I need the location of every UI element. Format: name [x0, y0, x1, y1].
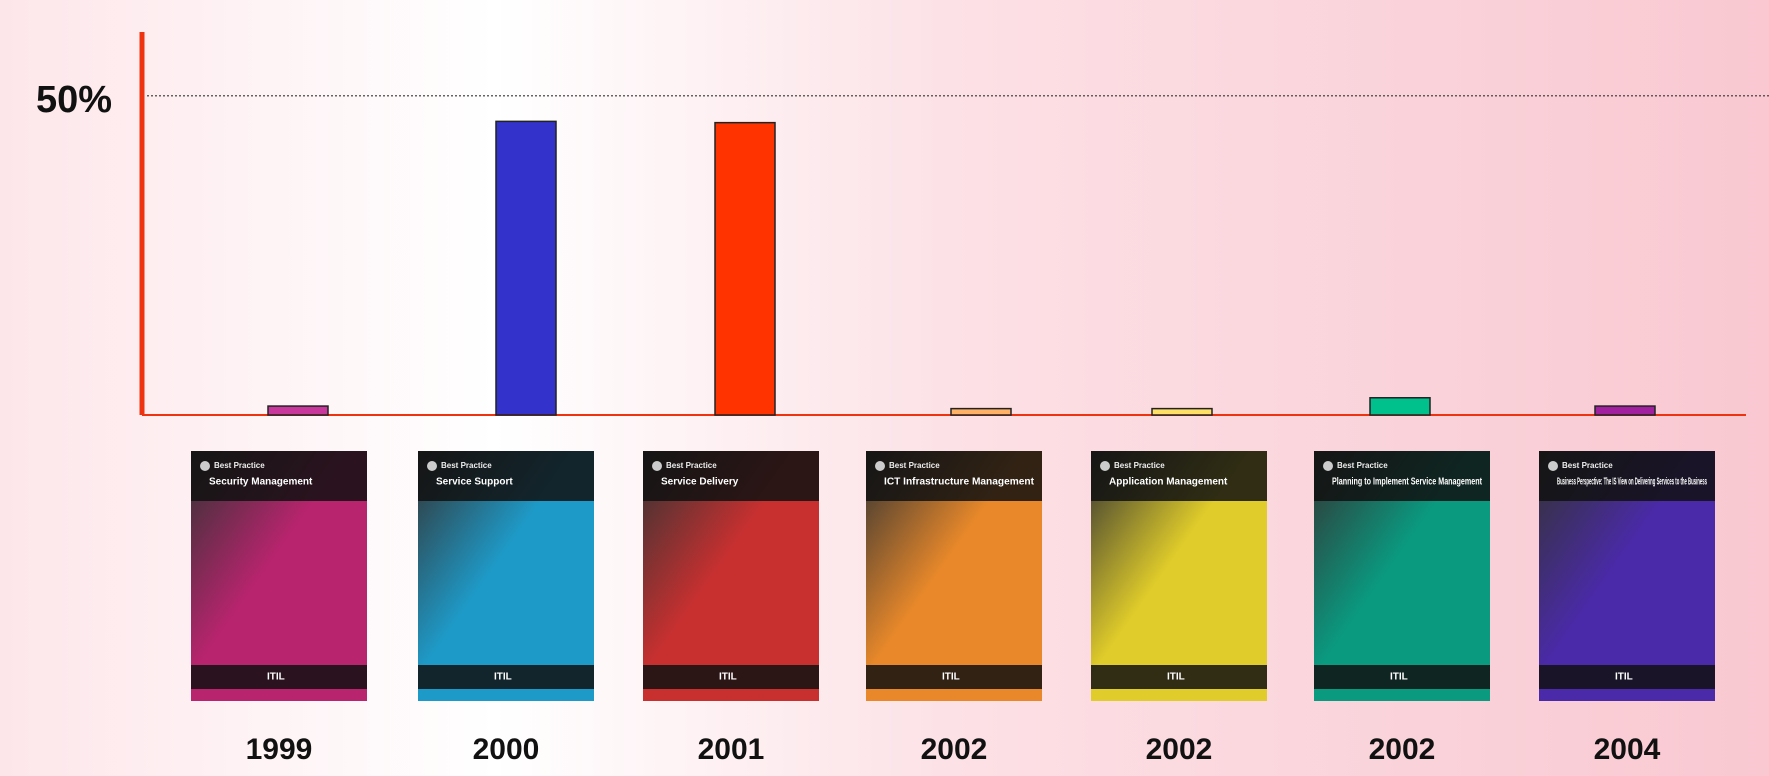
cover-title: Business Perspective: The IS View on Del…	[1557, 477, 1707, 488]
x-tick-label: 2002	[1146, 733, 1213, 766]
bar	[1369, 397, 1431, 416]
cover-logo	[1100, 461, 1110, 471]
cover-brand: Best Practice	[1562, 461, 1613, 470]
cover-footer: ITIL	[942, 672, 960, 683]
bar	[714, 121, 776, 416]
x-tick-label: 2001	[698, 733, 765, 766]
cover-header	[1314, 451, 1490, 501]
x-tick-label: 2000	[473, 733, 540, 766]
cover-title: Application Management	[1109, 477, 1228, 488]
bar	[1151, 407, 1213, 416]
cover-header	[643, 451, 819, 501]
cover-footer-band	[418, 665, 594, 689]
cover-footer-band	[1314, 665, 1490, 689]
x-tick-label: 1999	[246, 733, 313, 766]
cover-footer-band	[643, 665, 819, 689]
cover-header	[418, 451, 594, 501]
cover-footer: ITIL	[1390, 672, 1408, 683]
cover-title: Service Delivery	[661, 477, 739, 488]
cover-footer: ITIL	[1167, 672, 1185, 683]
cover-title: ICT Infrastructure Management	[884, 477, 1035, 488]
cover-footer: ITIL	[267, 672, 285, 683]
cover-footer-band	[866, 665, 1042, 689]
cover-logo	[1323, 461, 1333, 471]
cover-header	[1091, 451, 1267, 501]
cover-footer: ITIL	[494, 672, 512, 683]
bar	[267, 405, 329, 416]
x-tick-label: 2002	[921, 733, 988, 766]
bar	[950, 407, 1012, 416]
bar	[495, 120, 557, 416]
cover-header	[1539, 451, 1715, 501]
cover-logo	[652, 461, 662, 471]
cover-footer-band	[191, 665, 367, 689]
cover-footer: ITIL	[719, 672, 737, 683]
cover-brand: Best Practice	[441, 461, 492, 470]
cover-title: Planning to Implement Service Management	[1332, 477, 1482, 488]
cover-logo	[1548, 461, 1558, 471]
x-tick-label: 2004	[1594, 733, 1661, 766]
x-tick-label: 2002	[1369, 733, 1436, 766]
cover-footer: ITIL	[1615, 672, 1633, 683]
cover-footer-band	[1539, 665, 1715, 689]
cover-logo	[427, 461, 437, 471]
cover-brand: Best Practice	[1337, 461, 1388, 470]
bar	[1594, 405, 1656, 416]
cover-footer-band	[1091, 665, 1267, 689]
cover-header	[191, 451, 367, 501]
cover-brand: Best Practice	[1114, 461, 1165, 470]
cover-header	[866, 451, 1042, 501]
cover-brand: Best Practice	[666, 461, 717, 470]
cover-title: Security Management	[209, 477, 313, 488]
cover-brand: Best Practice	[889, 461, 940, 470]
y-tick-label: 50%	[36, 79, 112, 121]
cover-title: Service Support	[436, 477, 513, 488]
cover-logo	[875, 461, 885, 471]
cover-brand: Best Practice	[214, 461, 265, 470]
cover-logo	[200, 461, 210, 471]
